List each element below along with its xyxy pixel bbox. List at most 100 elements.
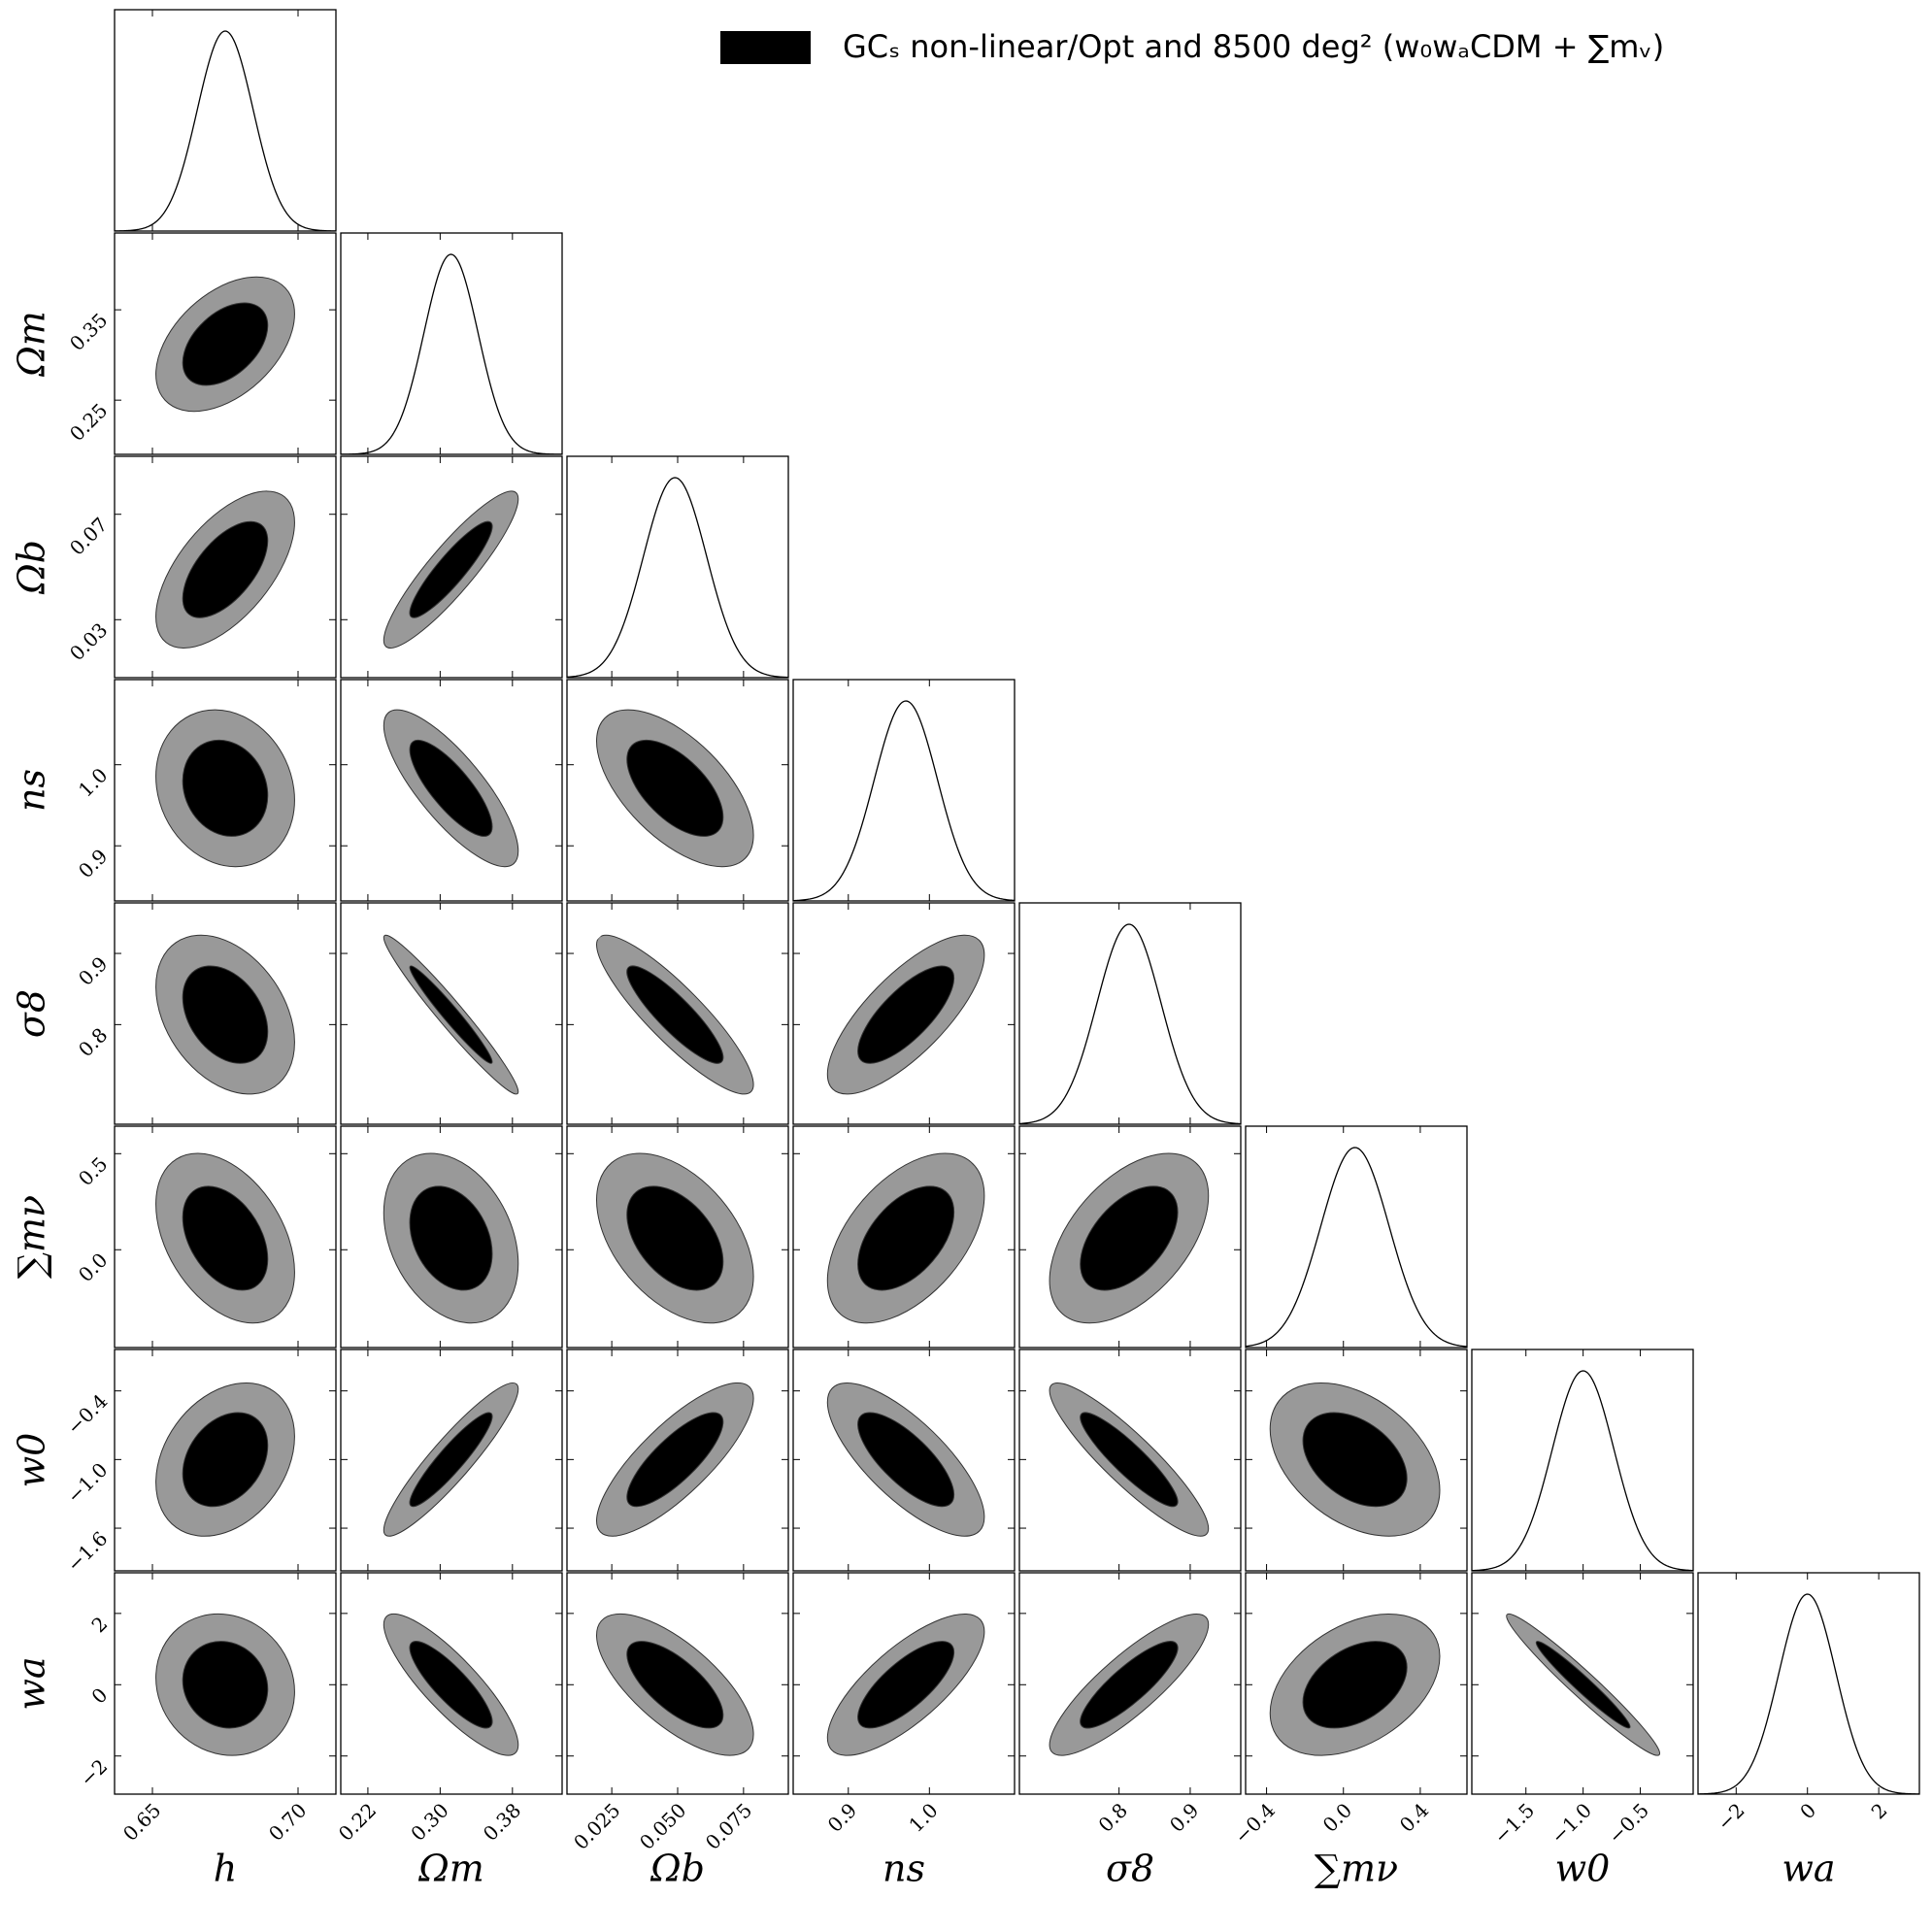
contour-1sigma — [409, 1185, 493, 1291]
x-axis-label: Ωb — [650, 1848, 705, 1890]
y-axis-label: Ωb — [11, 540, 53, 595]
y-tick-label: 0.5 — [74, 1152, 112, 1190]
x-tick-label: 0.0 — [1318, 1798, 1356, 1836]
panel-frame — [1018, 902, 1242, 1125]
y-tick-label: 0.25 — [65, 399, 112, 446]
panel-frame — [1471, 1572, 1694, 1795]
panel-frame — [114, 232, 337, 455]
x-tick-label: 0.075 — [701, 1798, 756, 1853]
x-tick-label: −2 — [1713, 1798, 1749, 1835]
panel — [1472, 1349, 1693, 1571]
contour-1sigma — [1080, 1412, 1179, 1508]
x-tick-label: 0.9 — [1165, 1798, 1203, 1836]
y-tick-label: 2 — [86, 1612, 112, 1637]
x-tick-label: 0.30 — [406, 1798, 452, 1845]
marginal-curve — [1472, 1370, 1693, 1571]
contour-1sigma — [409, 1641, 493, 1729]
contour-1sigma — [182, 1641, 269, 1729]
y-tick-label: −0.4 — [62, 1389, 112, 1439]
y-axis-label: σ8 — [11, 989, 53, 1038]
contour-1sigma — [182, 302, 269, 386]
y-tick-label: 0.8 — [74, 1023, 112, 1061]
contour-1sigma — [626, 1185, 724, 1291]
contour-1sigma — [409, 739, 493, 837]
panel-frame — [340, 1572, 563, 1795]
contour-1sigma — [1080, 1185, 1179, 1291]
x-tick-label: 1.0 — [904, 1798, 942, 1836]
y-axis-label: ns — [11, 769, 53, 812]
panel — [1019, 903, 1241, 1124]
panel-frame — [340, 455, 563, 679]
marginal-curve — [341, 253, 562, 454]
y-tick-label: 0.07 — [65, 513, 112, 559]
y-tick-label: −1.0 — [62, 1458, 112, 1508]
x-tick-label: 0.9 — [823, 1798, 861, 1836]
panel — [341, 233, 562, 454]
x-tick-label: 0.38 — [479, 1798, 525, 1845]
panel-frame — [340, 1125, 563, 1349]
y-axis-label: w0 — [11, 1433, 53, 1488]
x-tick-label: 0.025 — [569, 1798, 624, 1853]
marginal-curve — [1019, 923, 1241, 1124]
panel-frame — [1018, 1572, 1242, 1795]
y-tick-label: 0.9 — [74, 952, 112, 990]
y-axis-label: Ωm — [11, 311, 53, 378]
x-tick-label: 0.22 — [334, 1798, 381, 1845]
contour-1sigma — [409, 965, 493, 1064]
contour-1sigma — [409, 520, 493, 618]
panel — [1698, 1573, 1919, 1794]
panel-frame — [1471, 1349, 1694, 1572]
panel-frame — [114, 902, 337, 1125]
panel-frame — [114, 679, 337, 902]
x-tick-label: 0.050 — [635, 1798, 690, 1853]
y-axis-label: wa — [11, 1656, 53, 1710]
panel-frame — [114, 1125, 337, 1349]
panel-frame — [340, 902, 563, 1125]
y-tick-label: 0 — [86, 1683, 112, 1709]
x-axis-label: Ωm — [417, 1848, 484, 1890]
panel — [793, 680, 1015, 901]
panel-frame — [792, 679, 1016, 902]
legend-label: GCₛ non-linear/Opt and 8500 deg² (w₀wₐCD… — [843, 28, 1664, 65]
contour-1sigma — [182, 520, 269, 618]
contour-1sigma — [857, 965, 955, 1064]
panel-frame — [792, 1572, 1016, 1795]
x-axis-label: wa — [1782, 1848, 1835, 1890]
x-axis-label: ∑mν — [1315, 1848, 1398, 1890]
marginal-curve — [567, 477, 788, 678]
panel — [1246, 1126, 1467, 1348]
panel-frame — [114, 455, 337, 679]
marginal-curve — [1246, 1147, 1467, 1348]
contour-1sigma — [1535, 1641, 1631, 1729]
y-tick-label: 0.9 — [74, 845, 112, 883]
panel-frame — [114, 1572, 337, 1795]
contour-1sigma — [182, 1185, 269, 1291]
panel-frame — [792, 1125, 1016, 1349]
marginal-curve — [1698, 1593, 1919, 1794]
y-tick-label: 0.03 — [65, 618, 112, 665]
contour-1sigma — [1302, 1641, 1408, 1729]
y-tick-label: 1.0 — [74, 763, 112, 801]
panel-frame — [1018, 1125, 1242, 1349]
contour-1sigma — [182, 739, 269, 837]
x-tick-label: −0.5 — [1604, 1798, 1653, 1848]
y-tick-label: 0.0 — [74, 1249, 112, 1286]
contour-1sigma — [1302, 1412, 1408, 1508]
x-tick-label: −0.4 — [1230, 1798, 1280, 1848]
contour-1sigma — [626, 1412, 724, 1508]
panel-frame — [340, 1349, 563, 1572]
x-tick-label: 0.4 — [1395, 1798, 1433, 1836]
panel-frame — [114, 9, 337, 232]
contour-1sigma — [626, 1641, 724, 1729]
x-axis-label: h — [214, 1848, 237, 1890]
panel-frame — [1245, 1349, 1468, 1572]
x-tick-label: −1.5 — [1489, 1798, 1539, 1848]
contour-1sigma — [857, 1185, 955, 1291]
contour-1sigma — [857, 1641, 955, 1729]
x-tick-label: 2 — [1867, 1798, 1892, 1823]
y-tick-label: −1.6 — [62, 1527, 112, 1577]
x-tick-label: 0.65 — [118, 1798, 165, 1845]
panel-frame — [340, 232, 563, 455]
contour-1sigma — [182, 965, 269, 1064]
